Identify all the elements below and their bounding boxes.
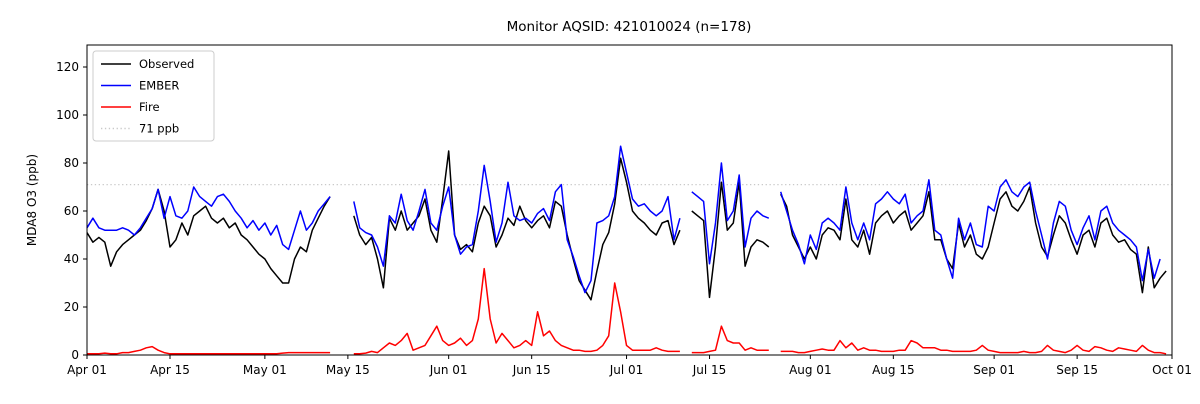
- legend-label: Fire: [139, 100, 160, 114]
- axes-spines: [86, 44, 1173, 356]
- legend-box: [92, 50, 215, 142]
- legend-label: EMBER: [139, 79, 179, 93]
- y-tick-label: 40: [64, 252, 79, 266]
- x-tick-label: Jul 01: [609, 363, 644, 377]
- x-tick-label: Sep 15: [1056, 363, 1098, 377]
- y-tick-label: 80: [64, 156, 79, 170]
- y-tick-label: 0: [71, 348, 79, 362]
- y-axis-label: MDA8 O3 (ppb): [25, 154, 39, 246]
- ember-line: [86, 145, 1161, 294]
- y-tick-label: 100: [56, 108, 79, 122]
- x-tick-label: Jun 15: [512, 363, 551, 377]
- plot-area: 0 20 40 60 80 100 120 Apr 01 Apr 15 May 01 May 15 J…: [56, 60, 1192, 377]
- x-tick-label: Aug 01: [789, 363, 832, 377]
- chart-title: Monitor AQSID: 421010024 (n=178): [507, 19, 752, 35]
- legend-label: 71 ppb: [139, 122, 179, 136]
- fire-line: [87, 267, 1167, 355]
- x-tick-label: May 15: [326, 363, 370, 377]
- legend: Observed EMBER Fire 71 ppb: [92, 50, 215, 142]
- y-tick-label: 60: [64, 204, 79, 218]
- y-tick-label: 20: [64, 300, 79, 314]
- x-tick-label: Apr 01: [67, 363, 107, 377]
- x-tick-label: Jul 15: [692, 363, 727, 377]
- y-tick-label: 120: [56, 60, 79, 74]
- x-tick-label: Aug 15: [872, 363, 915, 377]
- x-tick-label: Jun 01: [429, 363, 468, 377]
- x-tick-label: Oct 01: [1152, 363, 1192, 377]
- legend-label: Observed: [139, 57, 194, 71]
- x-tick-label: May 01: [243, 363, 287, 377]
- observed-line: [86, 150, 1167, 301]
- x-tick-label: Sep 01: [973, 363, 1015, 377]
- x-tick-label: Apr 15: [150, 363, 190, 377]
